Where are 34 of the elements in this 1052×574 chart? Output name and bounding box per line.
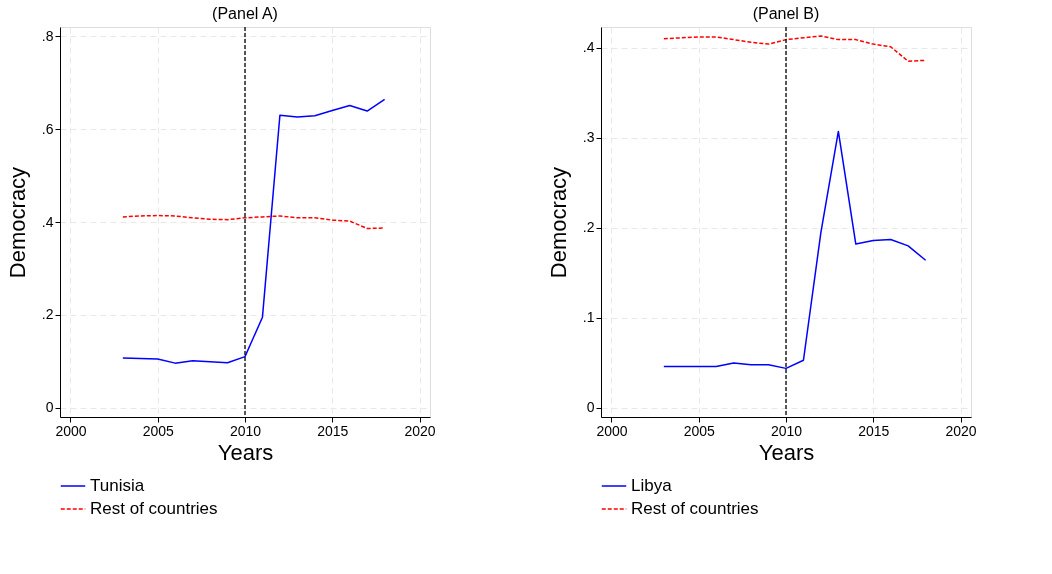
x-tick-label: 2015 [858,422,890,439]
chart-title: (Panel B) [752,5,820,23]
y-axis-title: Democracy [545,166,571,279]
y-axis-title: Democracy [4,166,30,279]
x-tick-label: 2020 [404,422,436,439]
y-tick-label: .6 [41,120,54,137]
y-tick-label: .4 [582,39,595,56]
x-tick-label: 2000 [596,422,628,439]
y-tick-label: .2 [41,306,54,323]
y-tick-label: 0 [45,399,54,416]
x-tick-label: 2010 [770,422,803,439]
y-tick-label: .8 [41,27,54,44]
legend-label: Tunisia [90,476,145,495]
x-tick-label: 2000 [55,422,87,439]
x-axis-title: Years [758,439,815,465]
y-tick-label: .2 [582,219,595,236]
legend-label: Rest of countries [631,499,759,518]
legend-label: Rest of countries [90,499,218,518]
y-tick-label: .1 [582,309,595,326]
y-tick-label: 0 [586,399,595,416]
x-tick-label: 2010 [229,422,262,439]
x-tick-label: 2005 [142,422,175,439]
line-series [122,98,386,364]
y-tick-label: .4 [41,213,54,230]
line-series [122,214,386,230]
legend-label: Libya [631,476,673,495]
x-tick-label: 2005 [683,422,716,439]
x-tick-label: 2020 [945,422,977,439]
x-tick-label: 2015 [317,422,349,439]
chart-title: (Panel A) [212,5,278,23]
line-series [663,130,927,370]
line-series [663,35,927,62]
x-axis-title: Years [217,439,274,465]
y-tick-label: .3 [582,129,595,146]
